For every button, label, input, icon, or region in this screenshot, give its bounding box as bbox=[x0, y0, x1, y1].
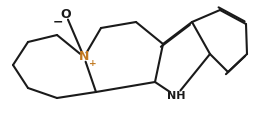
Text: +: + bbox=[89, 59, 97, 68]
Text: −: − bbox=[53, 15, 63, 29]
Text: O: O bbox=[61, 9, 71, 22]
Text: NH: NH bbox=[167, 91, 185, 101]
Text: N: N bbox=[79, 50, 89, 63]
